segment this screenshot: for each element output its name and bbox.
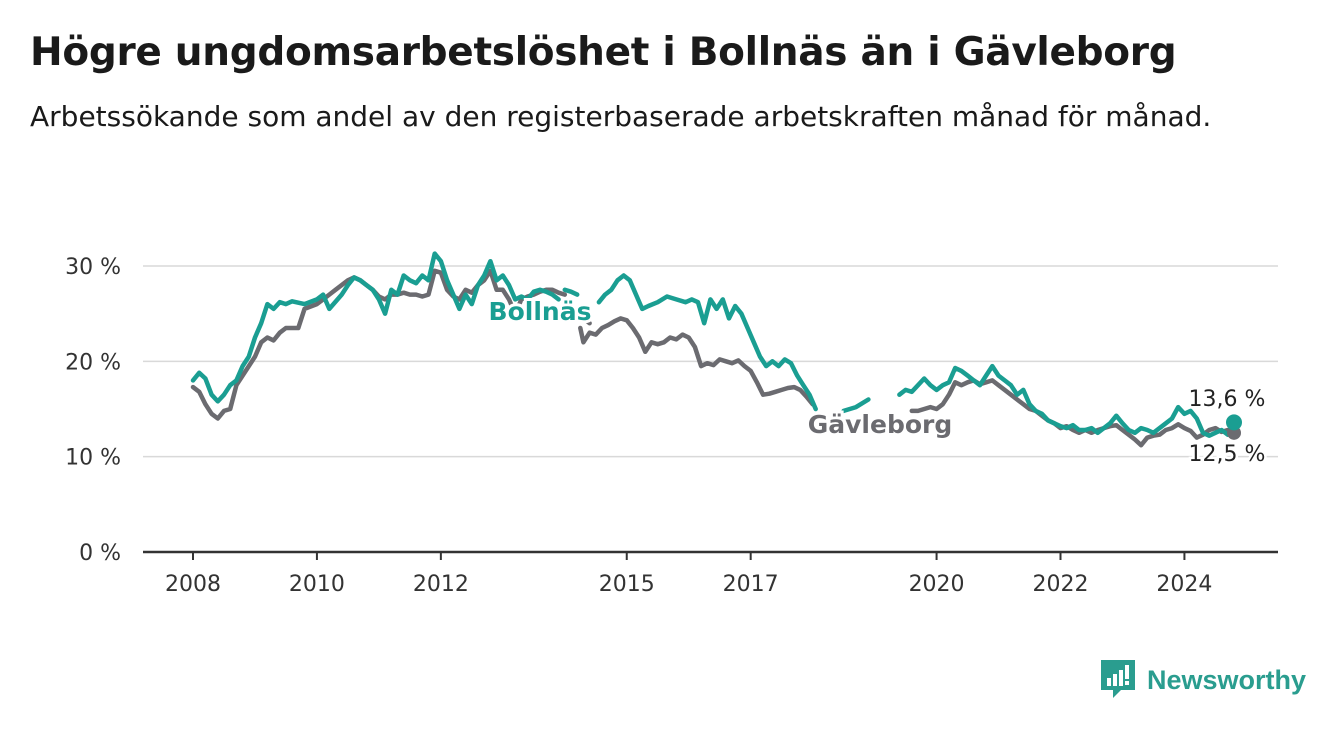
x-tick-label: 2017 — [723, 572, 779, 597]
y-tick-label: 20 % — [65, 350, 121, 375]
bar-chart-icon — [1100, 660, 1135, 698]
chart-title: Högre ungdomsarbetslöshet i Bollnäs än i… — [30, 30, 1177, 75]
series-label-gavleborg: Gävleborg — [808, 410, 953, 439]
x-tick-label: 2008 — [165, 572, 221, 597]
x-tick-label: 2010 — [289, 572, 345, 597]
series-label-bollnas: Bollnäs — [489, 297, 592, 326]
brand-logo: Newsworthy — [1099, 658, 1306, 702]
series-line-bollns — [190, 251, 1237, 438]
endpoint-bollnas — [1226, 414, 1242, 431]
x-tick-label: 2024 — [1156, 572, 1212, 597]
y-tick-label: 10 % — [65, 446, 121, 471]
end-value-bollnas: 13,6 % — [1189, 387, 1266, 412]
y-tick-label: 30 % — [65, 255, 121, 280]
x-tick-label: 2015 — [599, 572, 655, 597]
x-tick-label: 2022 — [1033, 572, 1089, 597]
series-line-gvleborg — [190, 268, 1237, 448]
x-tick-label: 2020 — [909, 572, 965, 597]
y-tick-label: 0 % — [79, 541, 121, 566]
x-tick-label: 2012 — [413, 572, 469, 597]
series-labels: Bollnäs Gävleborg 13,6 % 12,5 % — [486, 294, 1268, 470]
axes: 0 % 10 % 20 % 30 % 2008 2010 2012 2015 2017 2020 2… — [65, 255, 1278, 597]
series-lines — [190, 251, 1242, 448]
chart-subtitle: Arbetssökande som andel av den registerb… — [30, 100, 1212, 133]
brand-name: Newsworthy — [1146, 664, 1306, 695]
end-value-gavleborg: 12,5 % — [1189, 442, 1266, 467]
gridlines — [143, 265, 1278, 458]
